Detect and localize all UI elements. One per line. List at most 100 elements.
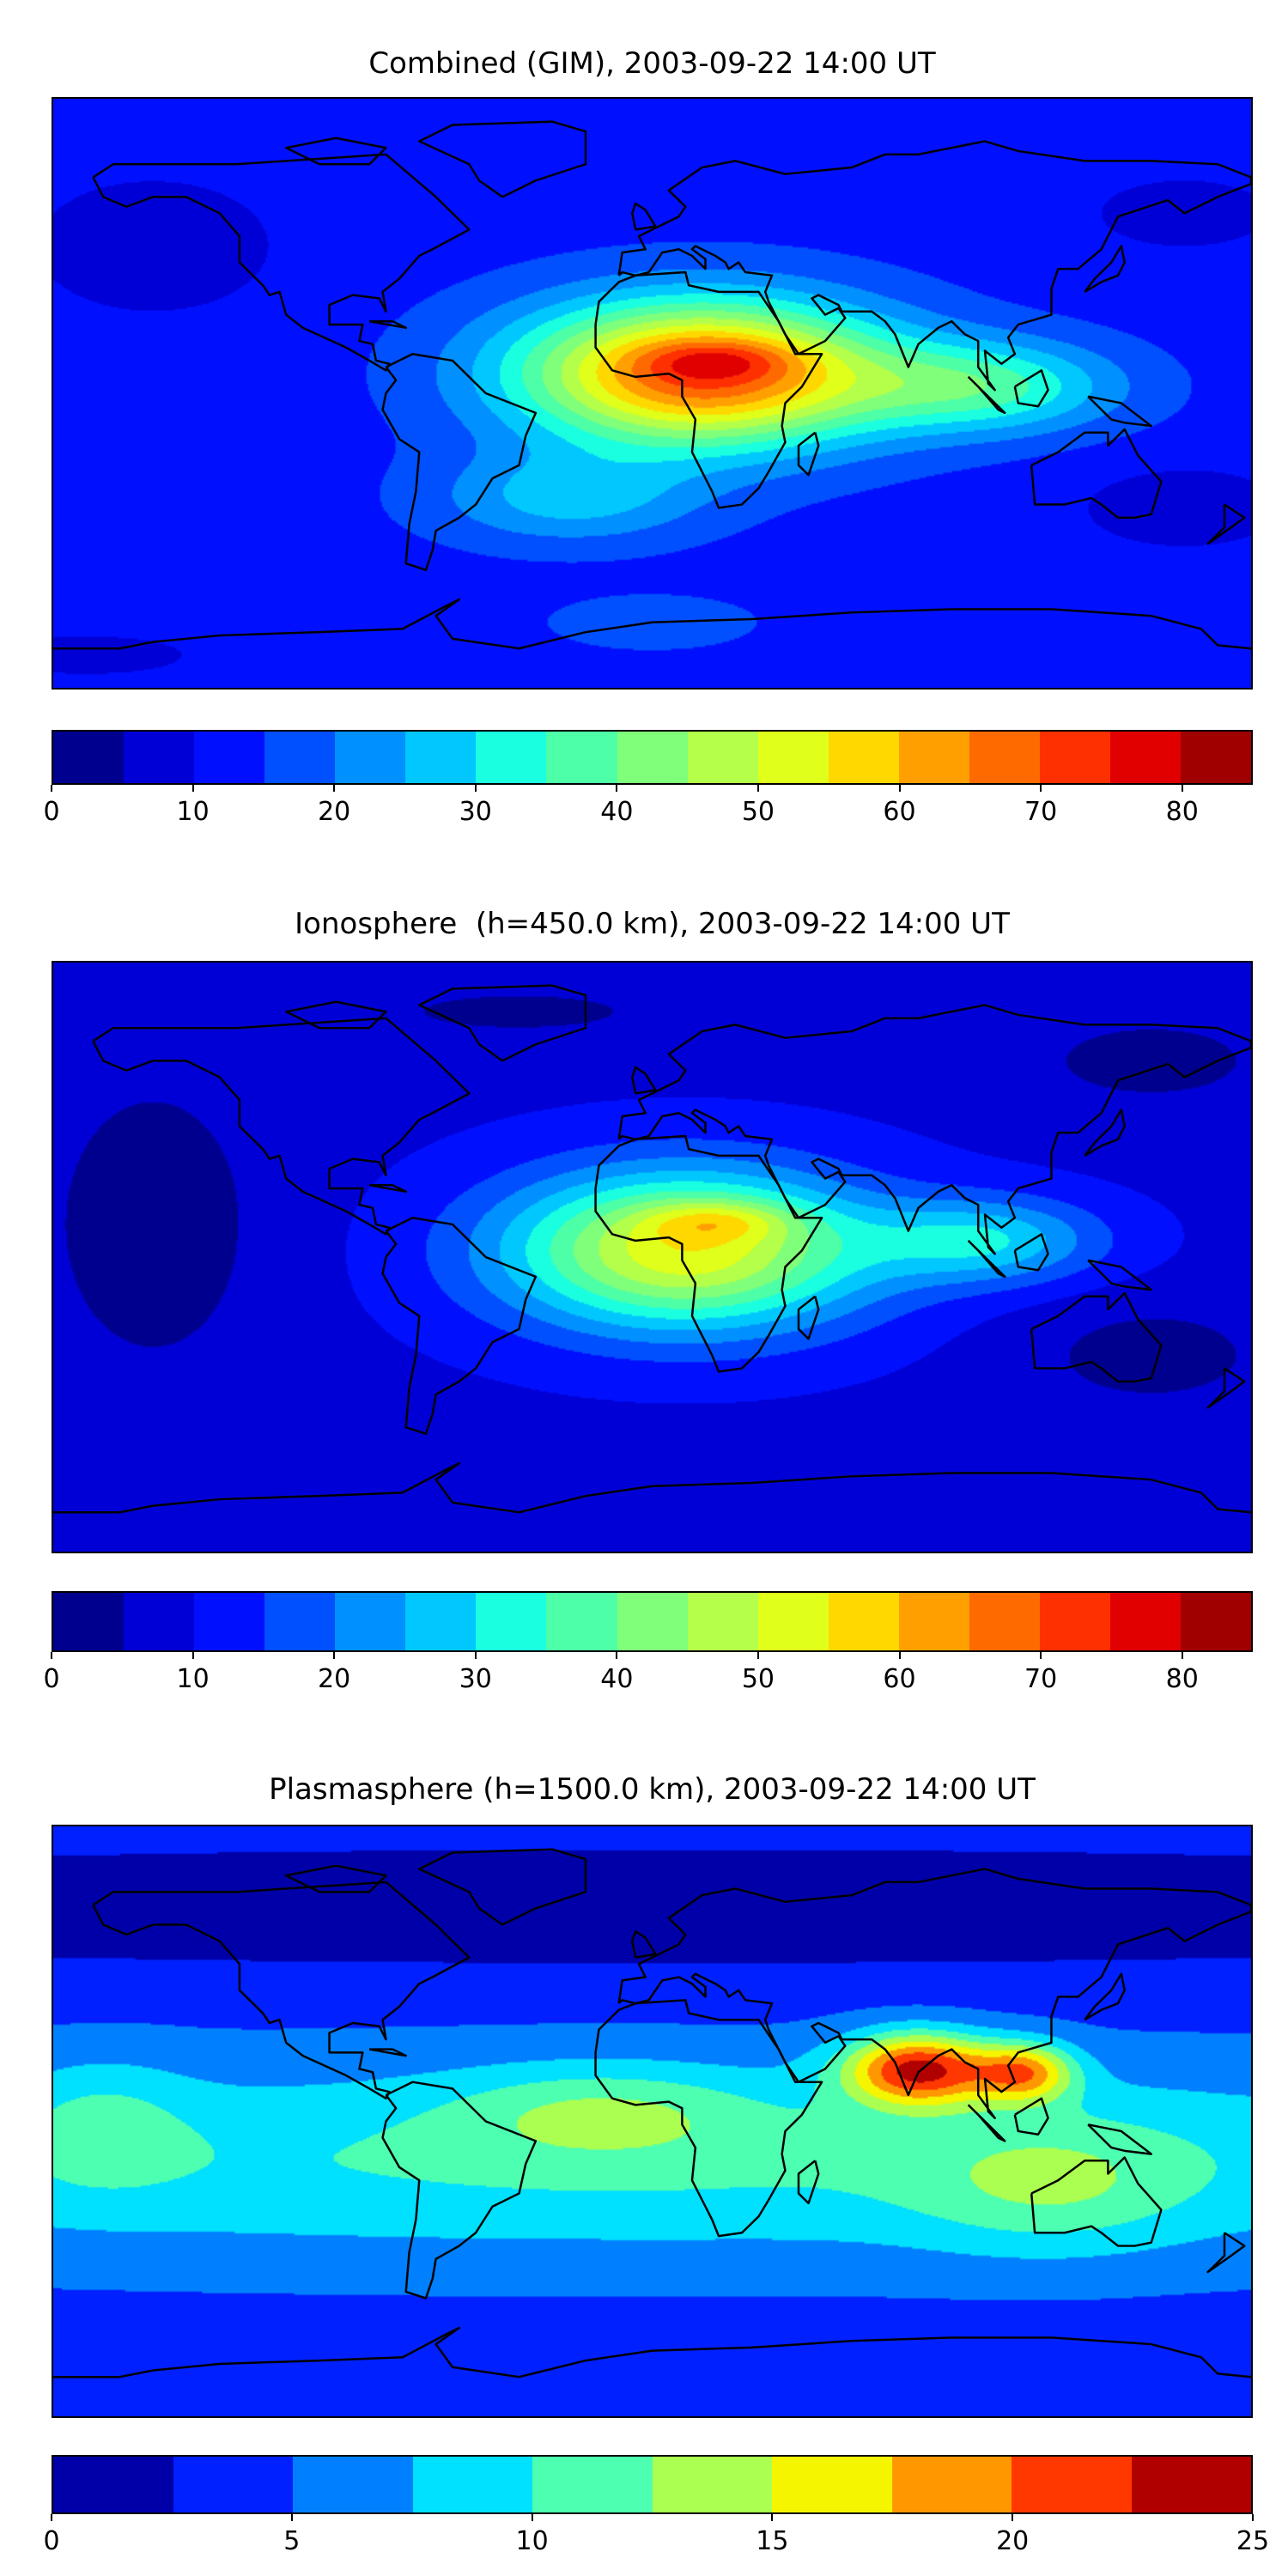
colorbar-segment [687,732,758,783]
coastline [594,1134,823,1373]
colorbar-segment [757,1593,829,1650]
coastline [797,2160,820,2205]
colorbar-tick-mark [898,785,901,792]
colorbar-tick-mark [756,785,759,792]
colorbar-tick-label: 20 [318,1664,351,1694]
coastline [1084,1109,1126,1157]
colorbar-tick-label: 60 [883,797,916,827]
colorbar-tick-mark [474,1652,477,1659]
colorbar-segment [1012,2457,1132,2512]
colorbar-combined [52,730,1253,785]
map-combined [52,97,1253,690]
heatmap-ionosphere [53,963,1251,1552]
coastline [92,1880,471,2100]
coastlines [53,1848,1251,2379]
colorbar-segment [617,732,688,783]
coastline [631,202,657,231]
colorbar-segment [1181,732,1252,783]
coastline [631,1929,657,1959]
colorbar-segment [891,2457,1012,2512]
coastline [967,2104,1006,2142]
coastline [1030,1291,1163,1383]
coastline [1206,1367,1246,1409]
coastline [594,270,823,509]
colorbar-segment [969,1593,1040,1650]
colorbar-segment [652,2457,772,2512]
colorbar-segment [1181,1593,1252,1650]
colorbar-tick-mark [1252,2514,1254,2521]
colorbar-segment [617,1593,688,1650]
colorbar-tick-label: 15 [756,2526,789,2556]
coastline [418,984,587,1062]
colorbar-tick-label: 40 [600,1664,634,1694]
coastline [284,1864,387,1893]
colorbar-tick-label: 10 [176,797,210,827]
colorbar-tick-mark [51,1652,52,1659]
coastline [967,376,1006,415]
colorbar-tick-label: 20 [996,2526,1030,2556]
coastlines [53,984,1251,1514]
colorbar-ticks-plasmasphere: 0 5 10 15 20 25 [43,2514,1269,2566]
colorbar-segment [173,2457,293,2512]
colorbar-plasmasphere [52,2455,1253,2514]
colorbar-tick-label: 40 [600,797,634,827]
coastline [617,140,1251,392]
colorbar-tick-mark [616,785,618,792]
colorbar-segment [53,2457,173,2512]
colorbar-segment [1131,2457,1251,2512]
colorbar-segment [1109,1593,1181,1650]
coastline [1030,2156,1163,2247]
coastline [1084,1972,1126,2021]
colorbar-tick-label: 20 [318,797,351,827]
colorbar-tick-label: 0 [43,2526,60,2556]
colorbar-tick-mark [771,2514,774,2521]
colorbar-tick-label: 5 [283,2526,301,2556]
colorbar-tick-mark [616,1652,618,1659]
coastline [418,120,587,198]
colorbar-tick-mark [898,1652,901,1659]
coastline [1087,1259,1152,1291]
colorbar-segment [1039,732,1110,783]
coastline [1087,2123,1152,2155]
coastline [53,1461,1251,1514]
coastline [381,2081,538,2300]
coastline [594,1999,823,2238]
colorbar-ionosphere [52,1591,1253,1652]
coastline [53,2326,1251,2379]
coastlines [53,120,1251,650]
colorbar-segment [335,1593,406,1650]
coastline [617,1868,1251,2119]
colorbar-segment [405,1593,477,1650]
chart-title-plasmasphere: Plasmasphere (h=1500.0 km), 2003-09-22 1… [269,1772,1036,1807]
colorbar-segment [532,2457,653,2512]
colorbar-tick-mark [51,785,52,792]
colorbar-segment [264,1593,336,1650]
coastline [1206,503,1246,545]
coastline [1013,1233,1049,1272]
coastline [1084,245,1126,293]
colorbar-tick-mark [1181,1652,1183,1659]
colorbar-tick-label: 10 [515,2526,549,2556]
colorbar-segment [757,732,829,783]
colorbar-segment [546,1593,617,1650]
colorbar-ticks-ionosphere: 0 10 20 30 40 50 60 70 80 [43,1652,1253,1704]
heatmap-combined [53,99,1251,688]
colorbar-tick-label: 30 [459,797,492,827]
colorbar-segment [898,1593,969,1650]
colorbar-tick-mark [1040,785,1042,792]
colorbar-tick-label: 60 [883,1664,916,1694]
colorbar-tick-label: 0 [43,1664,60,1694]
colorbar-tick-label: 70 [1024,1664,1058,1694]
colorbar-segment [772,2457,892,2512]
coastline [284,137,387,166]
colorbar-tick-mark [51,2514,52,2521]
colorbar-segment [828,732,899,783]
colorbar-segment [412,2457,532,2512]
colorbar-tick-mark [1040,1652,1042,1659]
colorbar-tick-mark [191,785,194,792]
map-plasmasphere [52,1825,1253,2418]
colorbar-tick-mark [1012,2514,1014,2521]
colorbar-segment [1109,732,1181,783]
colorbar-tick-label: 25 [1236,2526,1270,2556]
coastline [617,1004,1251,1255]
